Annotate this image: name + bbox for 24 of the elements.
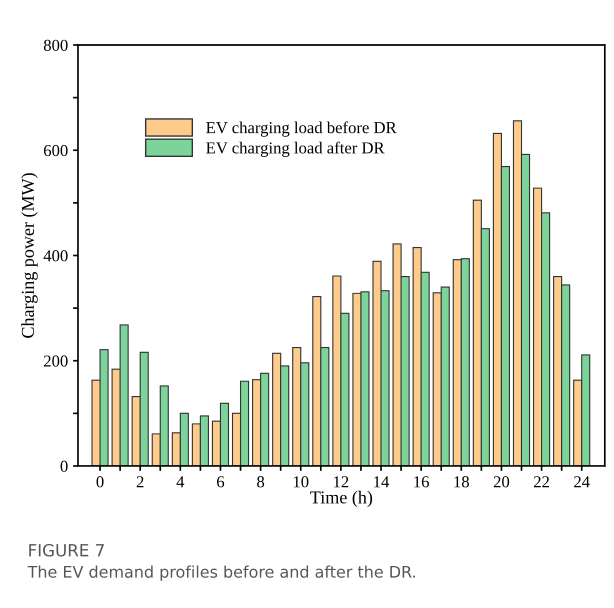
x-tick-label: 10 <box>294 476 308 488</box>
y-axis-title: Charging power (MW) <box>21 173 38 338</box>
y-tick-label: 200 <box>44 355 68 367</box>
y-tick-label: 600 <box>44 144 68 156</box>
x-tick-label: 14 <box>374 476 390 488</box>
x-tick-label: 6 <box>217 476 224 488</box>
x-tick-label: 8 <box>257 476 264 488</box>
x-tick-label: 0 <box>96 476 104 488</box>
x-axis-title: Time (h) <box>310 490 372 508</box>
y-tick-label: 800 <box>44 40 68 51</box>
y-tick-label: 0 <box>60 460 68 472</box>
x-tick-label: 4 <box>176 476 184 488</box>
x-tick-label: 12 <box>334 476 348 488</box>
caption: FIGURE 7 <box>29 544 104 557</box>
x-tick-label: 20 <box>494 476 510 488</box>
legend-label: EV charging load after DR <box>206 142 385 157</box>
x-tick-label: 16 <box>414 476 429 488</box>
x-tick-label: 24 <box>574 476 590 488</box>
x-tick-label: 22 <box>534 476 549 488</box>
x-tick-label: 18 <box>454 476 469 488</box>
legend-label: EV charging load before DR <box>206 121 397 137</box>
text: The EV demand profiles before and after the DR. <box>28 565 415 581</box>
y-tick-label: 400 <box>44 250 68 262</box>
x-tick-label: 2 <box>136 476 144 488</box>
